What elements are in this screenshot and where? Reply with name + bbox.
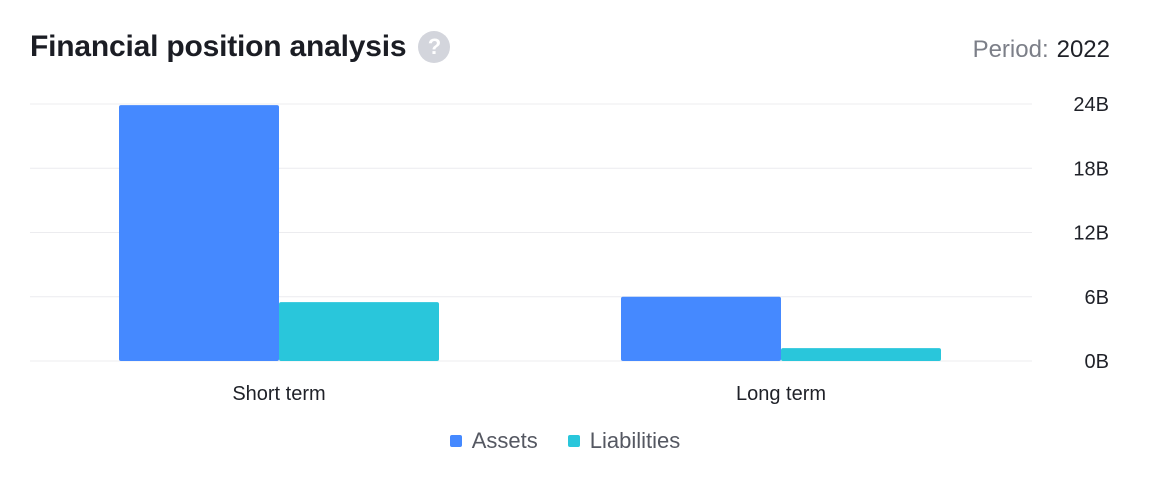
bar-liabilities-long-term: [781, 348, 941, 361]
legend-label-liabilities: Liabilities: [589, 428, 681, 453]
period-value: 2022: [1056, 36, 1110, 63]
legend: Assets Liabilities: [0, 428, 1130, 454]
bar-assets-long-term: [621, 296, 781, 361]
x-category-label: Short term: [232, 383, 325, 405]
chart-title: Financial position analysis ?: [30, 30, 451, 64]
bar-assets-short-term: [119, 105, 279, 361]
period-label: Period:: [972, 36, 1049, 63]
legend-item-liabilities[interactable]: Liabilities: [567, 428, 681, 454]
y-tick-label: 0B: [1085, 351, 1109, 373]
bar-liabilities-short-term: [279, 302, 439, 361]
question-circle-icon[interactable]: ?: [418, 31, 451, 63]
x-category-label: Long term: [736, 383, 826, 405]
y-tick-label: 18B: [1073, 158, 1109, 180]
period-indicator: Period: 2022: [973, 36, 1110, 64]
y-tick-label: 12B: [1073, 223, 1109, 245]
legend-swatch-assets: [449, 435, 462, 447]
legend-swatch-liabilities: [567, 435, 580, 447]
legend-label-assets: Assets: [471, 428, 538, 453]
legend-item-assets[interactable]: Assets: [449, 428, 538, 454]
title-text: Financial position analysis: [30, 30, 407, 63]
y-tick-label: 24B: [1073, 94, 1109, 116]
y-tick-label: 6B: [1085, 287, 1109, 309]
